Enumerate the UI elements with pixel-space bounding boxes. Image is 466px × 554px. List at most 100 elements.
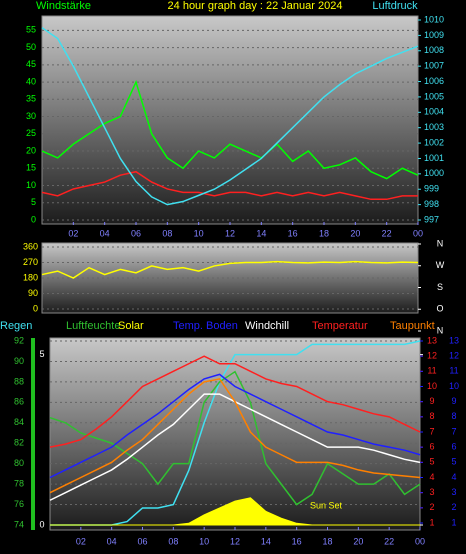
y-tick-label: 90 xyxy=(28,288,38,298)
x-tick-label: 14 xyxy=(261,536,271,546)
y2-tick-label: 1005 xyxy=(424,91,444,101)
y-tick-label: 55 xyxy=(26,25,36,35)
legend-entry: Temp. Boden xyxy=(173,320,238,332)
y-tick-label: 15 xyxy=(26,163,36,173)
y3-tick-label: 7 xyxy=(451,426,456,436)
y-tick-label: 270 xyxy=(23,257,38,267)
legend-entry: Luftfeuchte xyxy=(66,320,120,332)
y-tick-label: 50 xyxy=(26,42,36,52)
y2-tick-label: 1006 xyxy=(424,76,444,86)
x-tick-label: 10 xyxy=(194,228,204,238)
y2-tick-label: O xyxy=(436,304,443,314)
x-tick-label: 00 xyxy=(415,536,425,546)
series-line xyxy=(49,373,421,479)
legend-entry: Taupunkt xyxy=(390,320,435,332)
y2-tick-label: 1000 xyxy=(424,168,444,178)
x-tick-label: 04 xyxy=(107,536,117,546)
plot-area xyxy=(41,15,419,225)
y-tick-label: 76 xyxy=(14,499,24,509)
y2-tick-label: 1009 xyxy=(424,30,444,40)
y2-tick-label: 3 xyxy=(429,487,434,497)
legend-entry: Windchill xyxy=(245,320,289,332)
x-tick-label: 20 xyxy=(353,536,363,546)
y-tick-label: 25 xyxy=(26,128,36,138)
y3-tick-label: 6 xyxy=(451,442,456,452)
annotation: Sun Set xyxy=(310,500,343,510)
y2-tick-label: 5 xyxy=(429,457,434,467)
x-tick-label: 18 xyxy=(322,536,332,546)
x-tick-label: 10 xyxy=(199,536,209,546)
y3-tick-label: 10 xyxy=(449,381,459,391)
y-tick-label: 78 xyxy=(14,478,24,488)
y4-tick-label: 0 xyxy=(39,519,44,529)
y2-tick-label: 8 xyxy=(429,411,434,421)
x-tick-label: 08 xyxy=(162,228,172,238)
y3-tick-label: 12 xyxy=(449,351,459,361)
y2-tick-label: 1001 xyxy=(424,153,444,163)
axis-label: Luftdruck xyxy=(372,0,418,12)
x-tick-label: 08 xyxy=(168,536,178,546)
legend-entry: Solar xyxy=(118,320,144,332)
rain-axis-bar xyxy=(31,338,35,530)
x-tick-label: 14 xyxy=(256,228,266,238)
y-tick-label: 82 xyxy=(14,438,24,448)
series-line xyxy=(49,355,421,448)
y3-tick-label: 1 xyxy=(451,517,456,527)
y2-tick-label: 9 xyxy=(429,396,434,406)
y3-tick-label: 9 xyxy=(451,396,456,406)
y2-tick-label: 13 xyxy=(427,335,437,345)
y2-tick-label: 4 xyxy=(429,472,434,482)
y-tick-label: 5 xyxy=(31,197,36,207)
y-tick-label: 80 xyxy=(14,458,24,468)
y2-tick-label: 998 xyxy=(424,199,439,209)
series-line xyxy=(41,79,419,180)
y3-tick-label: 11 xyxy=(449,366,458,376)
y2-tick-label: 1010 xyxy=(424,14,444,24)
y2-tick-label: 11 xyxy=(427,366,436,376)
y-tick-label: 35 xyxy=(26,94,36,104)
y2-tick-label: 999 xyxy=(424,184,439,194)
series-line xyxy=(41,27,419,206)
x-tick-label: 00 xyxy=(413,228,423,238)
plot-area xyxy=(41,242,419,314)
y-tick-label: 30 xyxy=(26,111,36,121)
series-line xyxy=(49,370,421,506)
series-area xyxy=(50,497,420,526)
y2-tick-label: 6 xyxy=(429,442,434,452)
y2-tick-label: S xyxy=(437,282,443,292)
x-tick-label: 12 xyxy=(225,228,235,238)
x-tick-label: 16 xyxy=(288,228,298,238)
legend-entry: Temperatur xyxy=(312,320,368,332)
x-tick-label: 06 xyxy=(131,228,141,238)
x-tick-label: 16 xyxy=(292,536,302,546)
series-line xyxy=(41,260,419,279)
y2-tick-label: 1 xyxy=(429,517,434,527)
x-tick-label: 18 xyxy=(319,228,329,238)
y2-tick-label: N xyxy=(437,238,444,248)
y-tick-label: 180 xyxy=(23,272,38,282)
y2-tick-label: 7 xyxy=(429,426,434,436)
y2-tick-label: 1007 xyxy=(424,61,444,71)
y2-tick-label: N xyxy=(437,325,444,335)
y3-tick-label: 3 xyxy=(451,487,456,497)
y-tick-label: 84 xyxy=(14,417,24,427)
series-line xyxy=(49,378,421,494)
y-tick-label: 90 xyxy=(14,356,24,366)
y3-tick-label: 5 xyxy=(451,457,456,467)
x-tick-label: 02 xyxy=(68,228,78,238)
y-tick-label: 360 xyxy=(23,241,38,251)
x-tick-label: 20 xyxy=(350,228,360,238)
y2-tick-label: 1002 xyxy=(424,137,444,147)
legend-entry: Regen xyxy=(0,320,32,332)
x-tick-label: 04 xyxy=(100,228,110,238)
y3-tick-label: 4 xyxy=(451,472,456,482)
x-tick-label: 12 xyxy=(230,536,240,546)
y2-tick-label: 12 xyxy=(427,351,437,361)
x-tick-label: 02 xyxy=(76,536,86,546)
y-tick-label: 45 xyxy=(26,59,36,69)
y2-tick-label: W xyxy=(436,260,445,270)
y2-tick-label: 1004 xyxy=(424,107,444,117)
y3-tick-label: 13 xyxy=(449,335,459,345)
